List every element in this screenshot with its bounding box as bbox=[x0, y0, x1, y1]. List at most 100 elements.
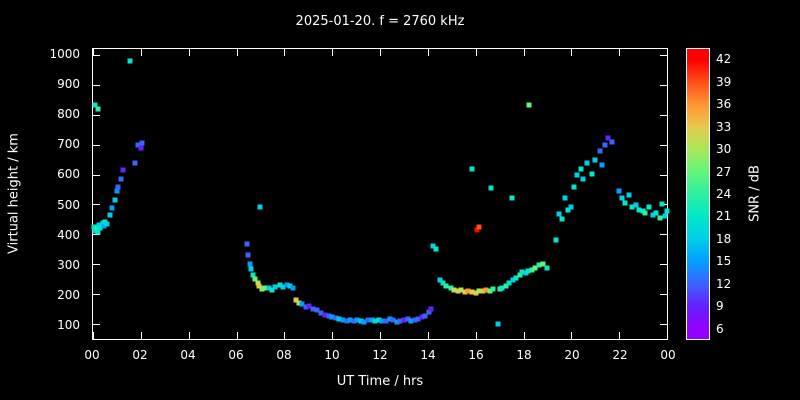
data-point bbox=[657, 215, 663, 221]
y-tick-mark bbox=[93, 234, 100, 236]
data-point bbox=[626, 192, 632, 198]
data-point bbox=[562, 195, 568, 201]
x-tick-mark bbox=[619, 332, 621, 339]
data-point bbox=[526, 102, 532, 108]
y-tick-mark bbox=[660, 144, 667, 146]
data-point bbox=[469, 166, 475, 172]
colorbar-tick-label: 39 bbox=[716, 74, 732, 89]
data-point bbox=[622, 200, 628, 206]
y-tick-mark bbox=[660, 294, 667, 296]
x-tick-mark bbox=[140, 49, 142, 56]
data-point bbox=[602, 142, 608, 148]
x-tick-labels: 00 02 04 06 08 10 12 14 16 18 20 22 00 bbox=[84, 348, 675, 364]
data-point bbox=[261, 285, 267, 291]
y-tick-mark bbox=[660, 264, 667, 266]
data-point bbox=[565, 207, 571, 213]
data-point bbox=[344, 318, 350, 324]
data-point bbox=[101, 223, 107, 229]
y-tick-mark bbox=[660, 324, 667, 326]
x-tick-label: 04 bbox=[180, 348, 196, 362]
x-tick-mark bbox=[571, 49, 573, 56]
data-point bbox=[272, 284, 278, 290]
colorbar-tick-label: 9 bbox=[716, 299, 724, 314]
plot-area bbox=[91, 48, 670, 340]
x-tick-label: 14 bbox=[420, 348, 436, 362]
data-point bbox=[544, 265, 550, 271]
y-tick-mark bbox=[660, 114, 667, 116]
data-point bbox=[256, 283, 262, 289]
data-point bbox=[114, 188, 120, 194]
colorbar-tick-label: 21 bbox=[716, 209, 732, 224]
data-point bbox=[487, 288, 493, 294]
y-tick-mark bbox=[93, 54, 100, 56]
data-point bbox=[426, 309, 432, 315]
data-point bbox=[469, 289, 475, 295]
y-tick-label: 300 bbox=[57, 257, 80, 272]
data-point bbox=[250, 272, 256, 278]
data-point bbox=[387, 316, 393, 322]
data-point bbox=[597, 148, 603, 154]
x-tick-label: 20 bbox=[564, 348, 580, 362]
data-point bbox=[659, 201, 665, 207]
data-point bbox=[120, 167, 126, 173]
data-point bbox=[553, 237, 559, 243]
x-tick-mark bbox=[523, 49, 525, 56]
data-point bbox=[532, 265, 538, 271]
data-point bbox=[540, 261, 546, 267]
colorbar-tick-label: 36 bbox=[716, 97, 732, 112]
data-point bbox=[280, 284, 286, 290]
data-point bbox=[592, 157, 598, 163]
data-point bbox=[284, 282, 290, 288]
x-tick-label: 02 bbox=[132, 348, 148, 362]
colorbar-tick-labels: 6 9 12 15 18 21 24 27 30 33 36 39 42 bbox=[716, 48, 756, 340]
data-point bbox=[401, 317, 407, 323]
colorbar-tick-label: 24 bbox=[716, 187, 732, 201]
data-point bbox=[519, 269, 525, 275]
y-tick-label: 600 bbox=[57, 167, 80, 182]
x-tick-mark bbox=[93, 332, 94, 339]
data-point bbox=[293, 297, 299, 303]
data-point bbox=[397, 318, 403, 324]
data-point bbox=[326, 313, 332, 319]
data-point bbox=[347, 317, 353, 323]
x-tick-label: 00 bbox=[660, 348, 676, 362]
data-point bbox=[92, 102, 98, 108]
data-point bbox=[605, 135, 611, 141]
x-tick-mark bbox=[380, 49, 381, 56]
x-tick-mark bbox=[667, 332, 668, 339]
x-tick-mark bbox=[523, 332, 525, 339]
x-tick-mark bbox=[236, 332, 238, 339]
data-point bbox=[95, 229, 101, 235]
data-point bbox=[257, 204, 263, 210]
data-point bbox=[476, 224, 482, 230]
data-point bbox=[412, 317, 418, 323]
x-tick-label: 18 bbox=[516, 348, 532, 362]
data-point bbox=[483, 287, 489, 293]
x-tick-mark bbox=[140, 332, 142, 339]
y-tick-label: 500 bbox=[57, 197, 80, 212]
y-tick-mark bbox=[660, 84, 667, 86]
data-point bbox=[139, 140, 145, 146]
data-point bbox=[255, 280, 261, 286]
x-tick-mark bbox=[188, 332, 190, 339]
y-tick-mark bbox=[660, 234, 667, 236]
data-point bbox=[650, 212, 656, 218]
x-tick-label: 16 bbox=[468, 348, 484, 362]
data-point bbox=[437, 277, 443, 283]
data-point bbox=[383, 318, 389, 324]
data-point bbox=[340, 317, 346, 323]
data-point bbox=[354, 317, 360, 323]
colorbar-tick-label: 33 bbox=[716, 119, 732, 134]
data-point bbox=[351, 318, 357, 324]
data-point bbox=[458, 287, 464, 293]
data-point bbox=[495, 321, 501, 327]
data-point bbox=[473, 290, 479, 296]
data-point bbox=[379, 318, 385, 324]
data-point bbox=[497, 286, 503, 292]
data-point bbox=[584, 160, 590, 166]
data-point bbox=[525, 268, 531, 274]
data-point bbox=[277, 282, 283, 288]
data-point bbox=[589, 171, 595, 177]
x-tick-mark bbox=[475, 49, 477, 56]
x-tick-label: 12 bbox=[372, 348, 388, 362]
